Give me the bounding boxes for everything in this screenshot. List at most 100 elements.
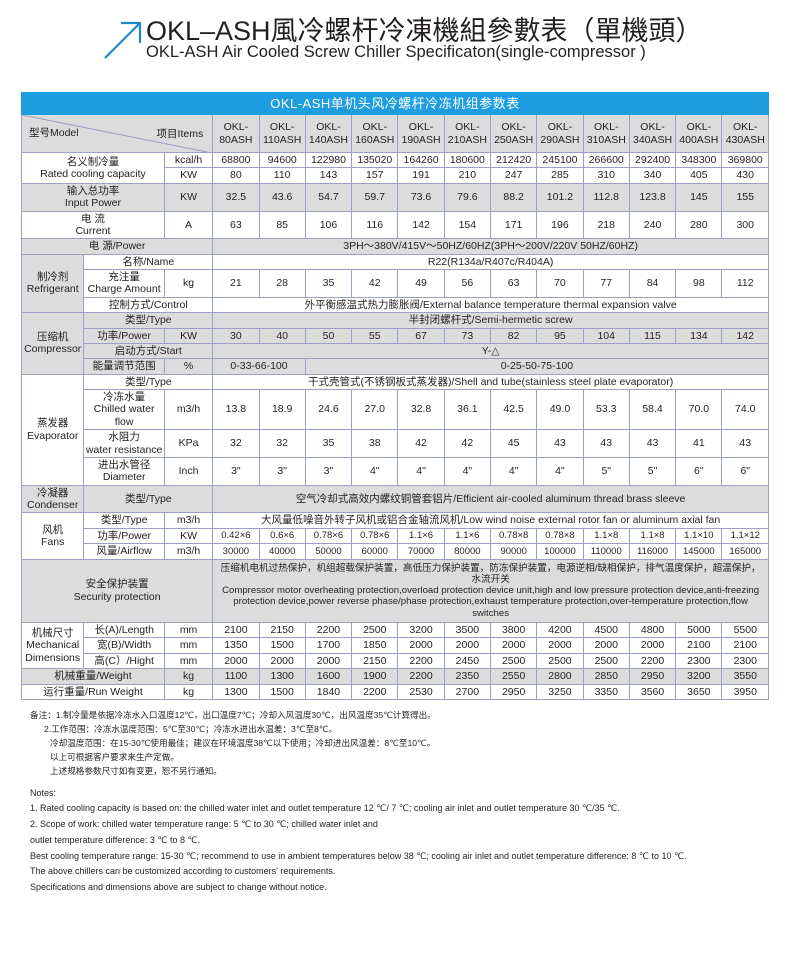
table-row: 冷冻水量 Chilled water flow m3/h 13.8 18.9 2…: [22, 388, 769, 431]
model-prefix: OKL-: [686, 121, 712, 134]
cell: 5000: [675, 622, 723, 639]
unit-cell: mm: [163, 652, 214, 670]
cell: 2500: [536, 652, 584, 670]
model-header-9: OKL- 340ASH: [628, 114, 677, 153]
cell: 60000: [351, 543, 399, 560]
model-suffix: 430ASH: [725, 133, 765, 146]
row-label-condenser-type: 类型/Type: [83, 484, 214, 514]
cell: 2000: [489, 637, 538, 654]
cell: 369800: [721, 151, 769, 169]
cell: 405: [675, 167, 723, 184]
cell: 94600: [258, 151, 306, 169]
cell: 1.1×12: [721, 527, 769, 545]
cell: 300: [721, 210, 769, 240]
section-label-cn: 制冷剂: [36, 271, 69, 283]
cell: 3650: [675, 683, 723, 700]
cell: 3500: [443, 622, 492, 639]
cell: 36.1: [443, 388, 492, 431]
cell: 35: [304, 269, 353, 298]
cell: 79.6: [443, 182, 492, 212]
table-row: 安全保护装置 Security protection 压缩机电机过热保护，机组超…: [20, 558, 769, 624]
section-label-security-protection: 安全保护装置 Security protection: [20, 558, 214, 624]
model-suffix: 190ASH: [401, 133, 441, 146]
cell: 4": [489, 456, 538, 486]
cell: 1350: [212, 637, 260, 654]
table-row: 启动方式/Start Y-△: [22, 342, 769, 360]
section-label-refrigerant: 制冷剂 Refrigerant: [20, 253, 85, 314]
spec-table: OKL-ASH单机头风冷螺杆冷冻机组参数表 型号Model 项目Items OK…: [20, 92, 770, 700]
model-header-11: OKL- 430ASH: [721, 114, 769, 153]
row-label-refrigerant-control: 控制方式/Control: [83, 296, 214, 314]
cell: 2150: [351, 652, 399, 670]
cell: 310: [582, 167, 630, 184]
value-refrigerant-name: R22(R134a/R407c/R404A): [212, 253, 769, 271]
table-banner-row: OKL-ASH单机头风冷螺杆冷冻机组参数表: [21, 92, 769, 115]
cell: 1850: [351, 637, 399, 654]
row-label-cn: 输入总功率: [66, 184, 120, 197]
cell: 2000: [628, 637, 677, 654]
cell: 49.0: [536, 388, 584, 431]
table-row: KW 80 110 143 157 191 210 247 285 310 34…: [22, 167, 769, 184]
cell: 42: [443, 429, 492, 458]
row-label-en: Rated cooling capacity: [40, 167, 146, 180]
page-title-en: OKL-ASH Air Cooled Screw Chiller Specifi…: [146, 43, 646, 61]
model-header-8: OKL- 310ASH: [582, 114, 630, 153]
cell: 2100: [721, 637, 769, 654]
cell: 63: [489, 269, 538, 298]
cell: 1500: [258, 637, 306, 654]
cell: 2100: [212, 622, 260, 639]
note-en-1: 1. Rated cooling capacity is based on: t…: [30, 803, 620, 814]
cell: 116: [351, 210, 399, 240]
page-header: OKL–ASH風冷螺杆冷凍機組參數表（單機頭） OKL-ASH Air Cool…: [0, 0, 790, 76]
unit-cell: mm: [163, 637, 214, 654]
table-row: 能量调节范围 % 0-33-66-100 0-25-50-75-100: [22, 358, 770, 375]
table-row: 机械重量/Weight kg 1100 1300 1600 1900 2200 …: [21, 668, 769, 685]
model-header-4: OKL- 190ASH: [397, 114, 445, 153]
cell: 49: [397, 269, 445, 298]
model-suffix: 210ASH: [447, 133, 487, 146]
cell: 32.5: [212, 182, 260, 212]
cell: 85: [258, 210, 306, 240]
table-banner: OKL-ASH单机头风冷螺杆冷冻机组参数表: [21, 92, 769, 115]
cell: 4200: [536, 622, 584, 639]
row-label-en: Charge Amount: [87, 283, 161, 296]
cell: 4500: [582, 622, 630, 639]
table-header-row: 型号Model 项目Items OKL- 80ASH OKL- 110ASH O…: [20, 114, 769, 154]
cell: 142: [397, 210, 445, 240]
cell: 24.6: [304, 388, 353, 431]
cell: 2950: [489, 683, 538, 700]
row-label-charge-amount: 充注量 Charge Amount: [83, 269, 165, 298]
cell: 50000: [304, 543, 353, 560]
row-label-rated-cooling: 名义制冷量 Rated cooling capacity: [21, 152, 165, 184]
cell: 110: [258, 167, 306, 184]
cell: 0.78×6: [304, 527, 353, 545]
cell: 45: [489, 429, 538, 458]
cell: 0.42×6: [212, 527, 260, 545]
cell: 5": [628, 456, 677, 486]
section-label-cn: 蒸发器: [36, 417, 69, 430]
table-row: 风机 Fans 类型/Type m3/h 大风量低噪音外转子风机或铝合金轴流风机…: [20, 512, 769, 560]
cell: 40000: [258, 543, 306, 560]
cell: 2530: [397, 683, 445, 700]
model-prefix: OKL-: [269, 121, 295, 134]
cell: 2100: [675, 637, 723, 654]
row-label-power-supply: 电 源/Power: [20, 238, 214, 255]
cell: 266600: [582, 151, 630, 169]
unit-cell: KW: [163, 167, 214, 184]
section-label-en2: Dimensions: [25, 651, 81, 664]
cell: 30: [212, 327, 260, 344]
cell: 2200: [304, 622, 353, 639]
cell: 2200: [628, 652, 677, 670]
value-capacity-range-a: 0-33-66-100: [212, 358, 306, 375]
cell: 2800: [536, 668, 584, 685]
security-text-en: Compressor motor overheating protection,…: [222, 585, 760, 619]
model-header-0: OKL- 80ASH: [212, 114, 260, 153]
note-en-4: Best cooling temperature range: 15-30 ℃;…: [30, 850, 687, 861]
cell: 13.8: [212, 388, 260, 431]
row-label-chilled-water-flow: 冷冻水量 Chilled water flow: [83, 388, 165, 431]
cell: 123.8: [628, 182, 677, 212]
model-prefix: OKL-: [547, 121, 573, 134]
note-cn-3: 以上可根据客户要求来生产定做。: [50, 751, 179, 762]
cell: 3800: [489, 622, 538, 639]
table-row: 名义制冷量 Rated cooling capacity kcal/h 6880…: [21, 151, 769, 184]
